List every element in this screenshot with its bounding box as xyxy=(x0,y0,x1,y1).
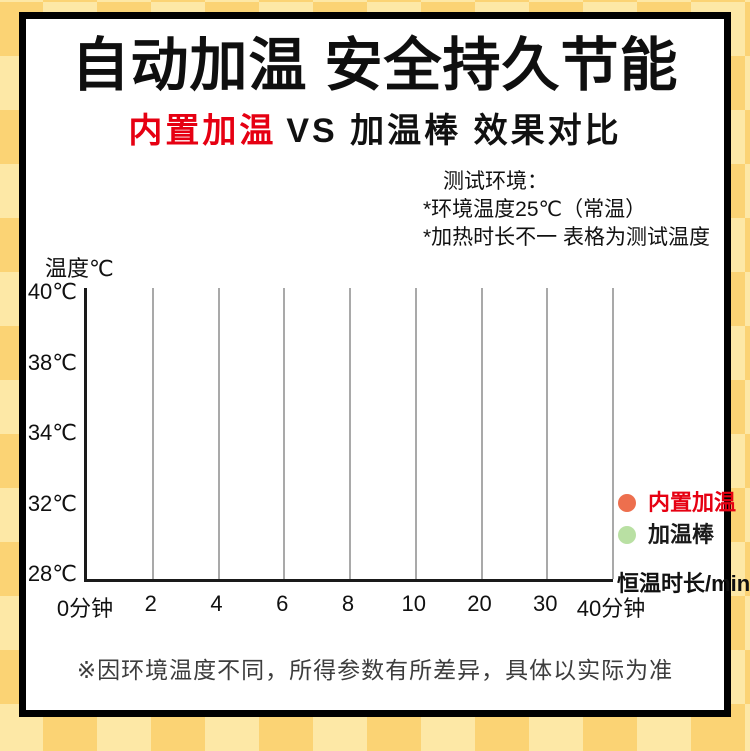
x-tick-label: 4 xyxy=(210,591,223,616)
legend-dot-icon xyxy=(618,494,636,512)
y-axis-title: 温度℃ xyxy=(45,256,114,281)
y-tick-label: 40℃ xyxy=(27,279,77,304)
chart-legend: 内置加温 加温棒 xyxy=(618,492,736,546)
y-tick-label: 38℃ xyxy=(27,349,77,375)
x-tick-label: 20 xyxy=(467,591,492,616)
gridline xyxy=(217,288,220,579)
test-environment-line: *加热时长不一 表格为测试温度 xyxy=(423,226,711,249)
subtitle-rest: VS 加温棒 效果对比 xyxy=(286,112,622,150)
page-title: 自动加温 安全持久节能 xyxy=(71,33,679,98)
y-axis-tick-labels: 40℃ 38℃ 34℃ 32℃ 28℃ xyxy=(20,281,77,585)
test-environment-note: 测试环境： *环境温度25℃（常温） *加热时长不一 表格为测试温度 xyxy=(423,168,710,252)
x-tick-label: 8 xyxy=(341,591,355,616)
legend-label: 加温棒 xyxy=(648,522,715,547)
chart-plot-area xyxy=(84,288,614,582)
legend-dot-icon xyxy=(618,526,636,544)
disclaimer-note: ※因环境温度不同，所得参数有所差异，具体以实际为准 xyxy=(76,657,674,683)
x-tick-label: 30 xyxy=(533,591,558,616)
page-subtitle: 内置加温 VS 加温棒 效果对比 xyxy=(26,103,724,152)
x-tick-label: 6 xyxy=(276,591,289,616)
gridline xyxy=(546,288,549,579)
legend-item-builtin-heating: 内置加温 xyxy=(618,492,736,514)
x-axis-tick-labels: 0分钟 2 4 6 8 10 20 30 40分钟 xyxy=(57,591,645,621)
test-environment-heading: 测试环境： xyxy=(443,170,548,193)
x-tick-label: 0分钟 xyxy=(56,596,114,621)
y-tick-label: 34℃ xyxy=(27,420,77,445)
y-tick-label: 32℃ xyxy=(27,490,77,516)
gridline xyxy=(283,288,286,579)
legend-label: 内置加温 xyxy=(648,490,737,515)
x-tick-label: 10 xyxy=(401,591,426,616)
x-tick-label: 40分钟 xyxy=(576,596,646,621)
x-axis-title: 恒温时长/min xyxy=(617,571,750,596)
gridline xyxy=(414,288,417,579)
test-environment-line: *环境温度25℃（常温） xyxy=(423,198,647,221)
gridline xyxy=(612,288,614,579)
y-tick-label: 28℃ xyxy=(27,561,77,586)
gridline xyxy=(480,288,483,579)
x-tick-label: 2 xyxy=(144,591,157,616)
subtitle-highlight: 内置加温 xyxy=(128,112,277,150)
gridline xyxy=(151,288,154,579)
test-environment-lines: *环境温度25℃（常温） *加热时长不一 表格为测试温度 xyxy=(423,196,710,252)
gridline xyxy=(349,288,351,579)
legend-item-heating-rod: 加温棒 xyxy=(618,524,736,546)
